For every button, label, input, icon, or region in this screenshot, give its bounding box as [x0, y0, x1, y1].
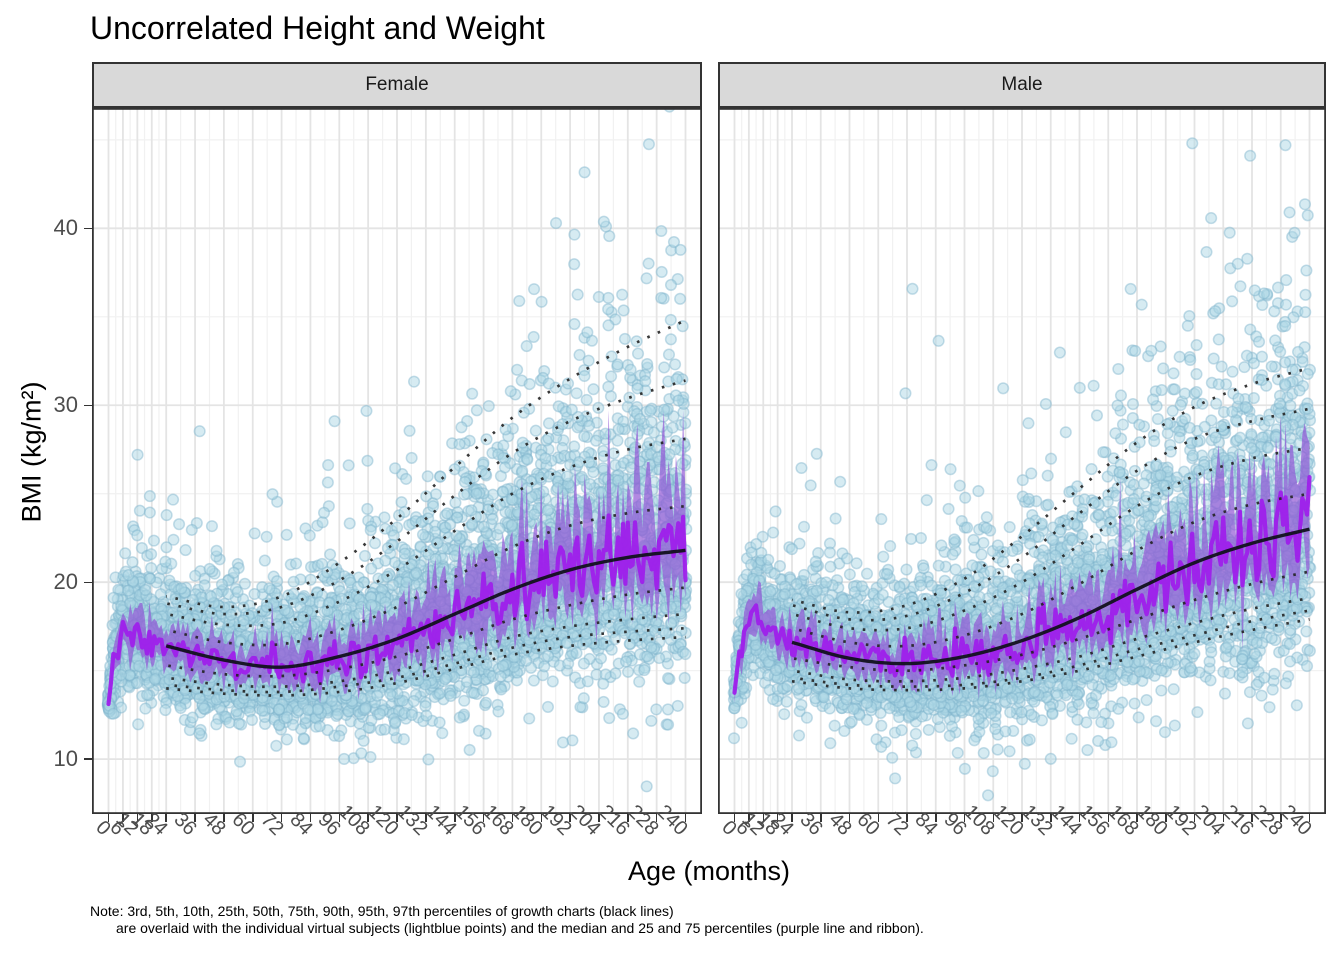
- facet-strip-female: Female: [92, 62, 702, 108]
- x-tick-mark: [1078, 814, 1081, 822]
- x-tick-mark: [280, 814, 283, 822]
- x-tick-mark: [425, 814, 427, 822]
- x-tick-mark: [511, 814, 514, 822]
- x-tick-mark: [252, 814, 254, 822]
- x-tick-mark: [396, 814, 398, 822]
- panel-canvas-female: [92, 108, 702, 814]
- x-tick-mark: [963, 814, 966, 822]
- x-tick-mark: [540, 814, 542, 822]
- x-tick-mark: [1222, 814, 1224, 822]
- x-tick-mark: [776, 814, 779, 822]
- y-tick-mark: [84, 227, 92, 230]
- x-tick-mark: [1050, 814, 1052, 822]
- facet-strip-male: Male: [718, 62, 1326, 108]
- panel-canvas-male: [718, 108, 1326, 814]
- x-tick-mark: [1280, 814, 1282, 822]
- x-tick-mark: [1308, 814, 1311, 822]
- x-tick-mark: [1165, 814, 1167, 822]
- x-axis-title: Age (months): [627, 856, 791, 886]
- x-tick-mark: [107, 814, 110, 822]
- x-tick-mark: [627, 814, 629, 822]
- x-tick-mark: [367, 814, 369, 822]
- x-tick-mark: [992, 814, 994, 822]
- y-axis-title: BMI (kg/m²): [16, 381, 47, 523]
- y-tick-label: 20: [53, 569, 78, 595]
- x-tick-mark: [748, 814, 750, 822]
- x-tick-mark: [136, 814, 139, 822]
- x-tick-mark: [684, 814, 687, 822]
- x-tick-mark: [877, 814, 879, 822]
- x-tick-mark: [482, 814, 485, 822]
- x-tick-mark: [165, 814, 167, 822]
- x-tick-mark: [820, 814, 822, 822]
- x-tick-mark: [791, 814, 793, 822]
- x-tick-mark: [151, 814, 153, 822]
- y-tick-mark: [84, 758, 92, 760]
- x-tick-mark: [194, 814, 196, 822]
- x-tick-mark: [1107, 814, 1109, 822]
- x-tick-mark: [733, 814, 736, 822]
- x-tick-mark: [1136, 814, 1138, 822]
- y-tick-mark: [84, 404, 92, 406]
- caption-note-line1: Note: 3rd, 5th, 10th, 25th, 50th, 75th, …: [90, 903, 674, 919]
- y-tick-mark: [84, 581, 92, 583]
- plot-title: Uncorrelated Height and Weight: [90, 10, 545, 46]
- x-tick-mark: [762, 814, 764, 822]
- facet-strip-male-label: Male: [1001, 74, 1043, 95]
- x-tick-mark: [454, 814, 456, 822]
- x-tick-mark: [655, 814, 658, 822]
- x-tick-mark: [598, 814, 600, 822]
- y-tick-label: 40: [53, 215, 78, 241]
- x-tick-mark: [848, 814, 851, 822]
- x-tick-mark: [569, 814, 571, 822]
- x-tick-mark: [309, 814, 312, 822]
- y-tick-label: 30: [53, 392, 78, 418]
- x-tick-mark: [122, 814, 124, 822]
- x-tick-mark: [906, 814, 908, 822]
- facet-strip-female-label: Female: [365, 74, 429, 95]
- caption-note-line2: are overlaid with the individual virtual…: [116, 920, 924, 936]
- caption-note: Note: 3rd, 5th, 10th, 25th, 50th, 75th, …: [90, 903, 924, 937]
- x-tick-mark: [338, 814, 341, 822]
- y-tick-label: 10: [53, 746, 78, 772]
- x-tick-mark: [223, 814, 225, 822]
- x-tick-mark: [935, 814, 937, 822]
- x-tick-mark: [1021, 814, 1023, 822]
- x-tick-mark: [1251, 814, 1253, 822]
- x-tick-mark: [1193, 814, 1196, 822]
